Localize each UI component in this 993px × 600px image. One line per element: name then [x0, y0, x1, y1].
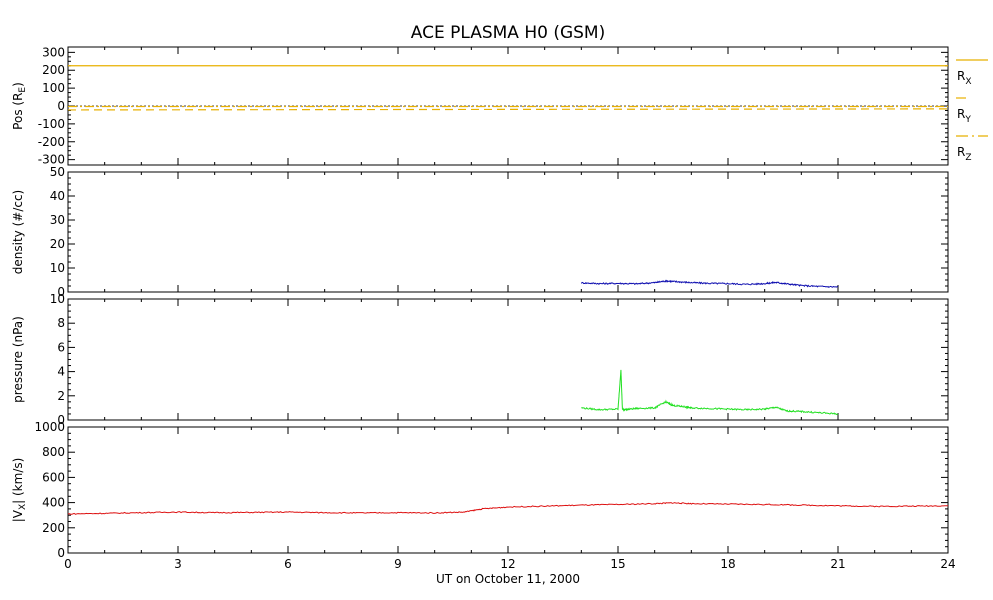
chart-title: ACE PLASMA H0 (GSM)	[411, 23, 605, 43]
plot-frame	[67, 171, 949, 293]
series-line-density	[580, 279, 839, 288]
y-tick-label: 100	[42, 81, 65, 95]
y-tick-label: 2	[57, 389, 65, 403]
plot-frame	[67, 298, 949, 421]
x-tick-label: 9	[394, 557, 402, 571]
y-tick-label: 30	[50, 213, 65, 227]
panel-vx: 1000 800 600 400 200 00 3 6 9 12 15 18 21 24 |VX| (km/…	[11, 420, 956, 571]
series-line-ry	[67, 108, 949, 111]
y-axis-label: |VX| (km/s)	[11, 458, 28, 523]
plot-frame	[67, 426, 949, 554]
y-tick-label: 1000	[34, 420, 65, 434]
x-tick-label: 24	[940, 557, 955, 571]
x-tick-label: 3	[174, 557, 182, 571]
panel-position: 300 200 100 0 -100 -200 -300 Pos (RE) RX RY RZ	[11, 45, 988, 167]
y-axis-label: Pos (RE)	[11, 82, 28, 130]
y-tick-label: 40	[50, 189, 65, 203]
y-tick-label: 0	[57, 413, 65, 427]
x-tick-label: 12	[500, 557, 515, 571]
y-tick-label: 4	[57, 365, 65, 379]
y-tick-label: 0	[57, 99, 65, 113]
legend-label-rz: RZ	[957, 145, 972, 163]
y-tick-label: 600	[42, 470, 65, 484]
y-tick-label: 800	[42, 445, 65, 459]
legend-label-rx: RX	[957, 69, 972, 87]
panel-pressure: 10 8 6 4 2 0 pressure (nPa)	[11, 292, 949, 427]
y-tick-label: 50	[50, 165, 65, 179]
x-tick-label: 21	[830, 557, 845, 571]
series-line-pressure	[581, 369, 839, 416]
series-line-vx	[67, 502, 949, 515]
y-tick-label: 10	[50, 261, 65, 275]
y-tick-label: 6	[57, 340, 65, 354]
x-tick-label: 15	[610, 557, 625, 571]
x-tick-label: 18	[720, 557, 735, 571]
y-tick-label: 400	[42, 496, 65, 510]
legend-label-ry: RY	[957, 107, 971, 125]
y-tick-label: 20	[50, 237, 65, 251]
y-axis-label: density (#/cc)	[11, 190, 25, 274]
y-tick-label: 300	[42, 45, 65, 59]
y-tick-label: 0	[57, 285, 65, 299]
y-tick-label: 0	[57, 546, 65, 560]
y-tick-label: 10	[50, 292, 65, 306]
y-tick-label: 8	[57, 316, 65, 330]
y-tick-label: 200	[42, 63, 65, 77]
y-tick-label: -300	[38, 153, 65, 167]
y-axis-label: pressure (nPa)	[11, 316, 25, 403]
y-tick-label: 200	[42, 521, 65, 535]
panel-density: 50 40 30 20 10 0 density (#/cc)	[11, 165, 949, 299]
y-tick-label: -200	[38, 135, 65, 149]
x-tick-label: 0	[64, 557, 72, 571]
x-tick-label: 6	[284, 557, 292, 571]
y-tick-label: -100	[38, 117, 65, 131]
x-axis-label: UT on October 11, 2000	[436, 572, 580, 586]
